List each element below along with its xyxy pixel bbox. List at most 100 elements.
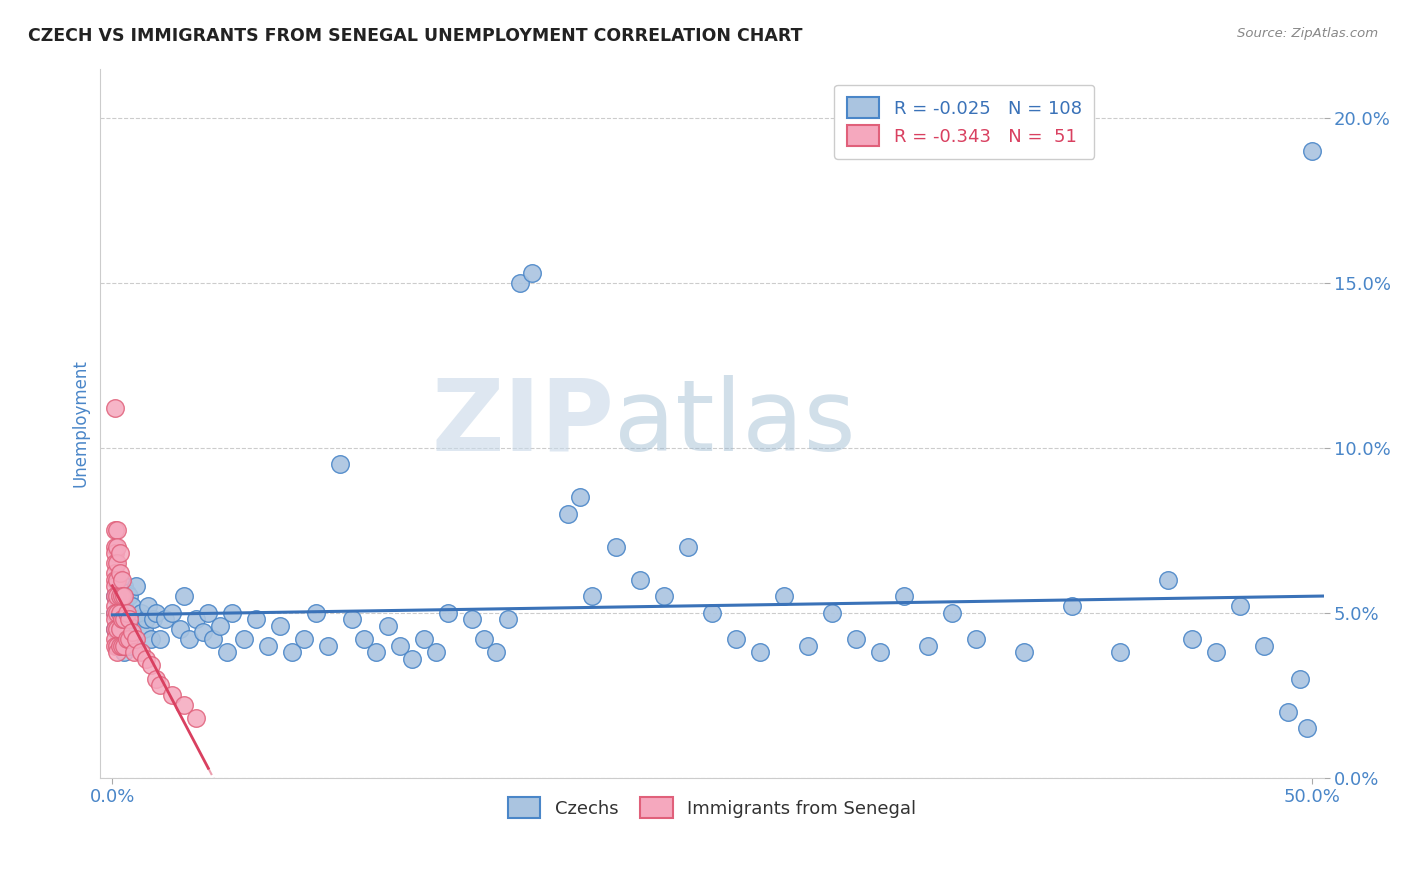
Point — [581, 589, 603, 603]
Point — [128, 612, 150, 626]
Point — [425, 645, 447, 659]
Point — [316, 639, 339, 653]
Y-axis label: Unemployment: Unemployment — [72, 359, 89, 487]
Point — [111, 606, 134, 620]
Point — [104, 556, 127, 570]
Point — [149, 678, 172, 692]
Point — [366, 645, 388, 659]
Point — [1060, 599, 1083, 613]
Point — [105, 622, 128, 636]
Point — [193, 625, 215, 640]
Point — [115, 639, 138, 653]
Point — [797, 639, 820, 653]
Point — [1277, 705, 1299, 719]
Point — [104, 523, 127, 537]
Point — [965, 632, 987, 646]
Point — [104, 599, 127, 613]
Point — [162, 688, 184, 702]
Point — [145, 606, 167, 620]
Point — [112, 625, 135, 640]
Point — [485, 645, 508, 659]
Point — [104, 401, 127, 416]
Point — [108, 606, 131, 620]
Point — [281, 645, 304, 659]
Point — [353, 632, 375, 646]
Point — [1108, 645, 1130, 659]
Point — [108, 622, 131, 636]
Point — [628, 573, 651, 587]
Point — [1156, 573, 1178, 587]
Point — [111, 589, 134, 603]
Legend: Czechs, Immigrants from Senegal: Czechs, Immigrants from Senegal — [501, 790, 924, 825]
Point — [105, 589, 128, 603]
Point — [652, 589, 675, 603]
Point — [122, 645, 145, 659]
Point — [292, 632, 315, 646]
Point — [1288, 672, 1310, 686]
Text: ZIP: ZIP — [432, 375, 614, 472]
Point — [1181, 632, 1204, 646]
Point — [509, 276, 531, 290]
Point — [197, 606, 219, 620]
Point — [122, 612, 145, 626]
Point — [173, 698, 195, 712]
Point — [108, 622, 131, 636]
Point — [845, 632, 868, 646]
Point — [112, 639, 135, 653]
Point — [329, 457, 352, 471]
Point — [169, 622, 191, 636]
Point — [105, 573, 128, 587]
Point — [105, 606, 128, 620]
Point — [104, 540, 127, 554]
Point — [1229, 599, 1251, 613]
Point — [217, 645, 239, 659]
Point — [111, 579, 134, 593]
Point — [111, 612, 134, 626]
Point — [115, 606, 138, 620]
Point — [108, 573, 131, 587]
Point — [557, 507, 579, 521]
Point — [111, 573, 134, 587]
Point — [472, 632, 495, 646]
Point — [139, 632, 162, 646]
Point — [125, 632, 148, 646]
Point — [139, 658, 162, 673]
Point — [233, 632, 256, 646]
Point — [105, 639, 128, 653]
Point — [125, 632, 148, 646]
Point — [132, 622, 155, 636]
Point — [111, 639, 134, 653]
Point — [142, 612, 165, 626]
Point — [724, 632, 747, 646]
Point — [221, 606, 243, 620]
Point — [1012, 645, 1035, 659]
Point — [104, 612, 127, 626]
Point — [149, 632, 172, 646]
Point — [121, 622, 143, 636]
Point — [177, 632, 200, 646]
Point — [108, 566, 131, 580]
Point — [115, 612, 138, 626]
Point — [108, 589, 131, 603]
Point — [108, 639, 131, 653]
Point — [104, 546, 127, 560]
Point — [605, 540, 627, 554]
Point — [111, 632, 134, 646]
Point — [105, 639, 128, 653]
Point — [105, 622, 128, 636]
Point — [118, 612, 141, 626]
Point — [389, 639, 412, 653]
Point — [105, 523, 128, 537]
Point — [129, 645, 152, 659]
Point — [153, 612, 176, 626]
Point — [941, 606, 963, 620]
Point — [104, 606, 127, 620]
Point — [118, 612, 141, 626]
Point — [209, 619, 232, 633]
Point — [269, 619, 291, 633]
Point — [112, 579, 135, 593]
Point — [112, 612, 135, 626]
Point — [917, 639, 939, 653]
Point — [377, 619, 399, 633]
Point — [105, 540, 128, 554]
